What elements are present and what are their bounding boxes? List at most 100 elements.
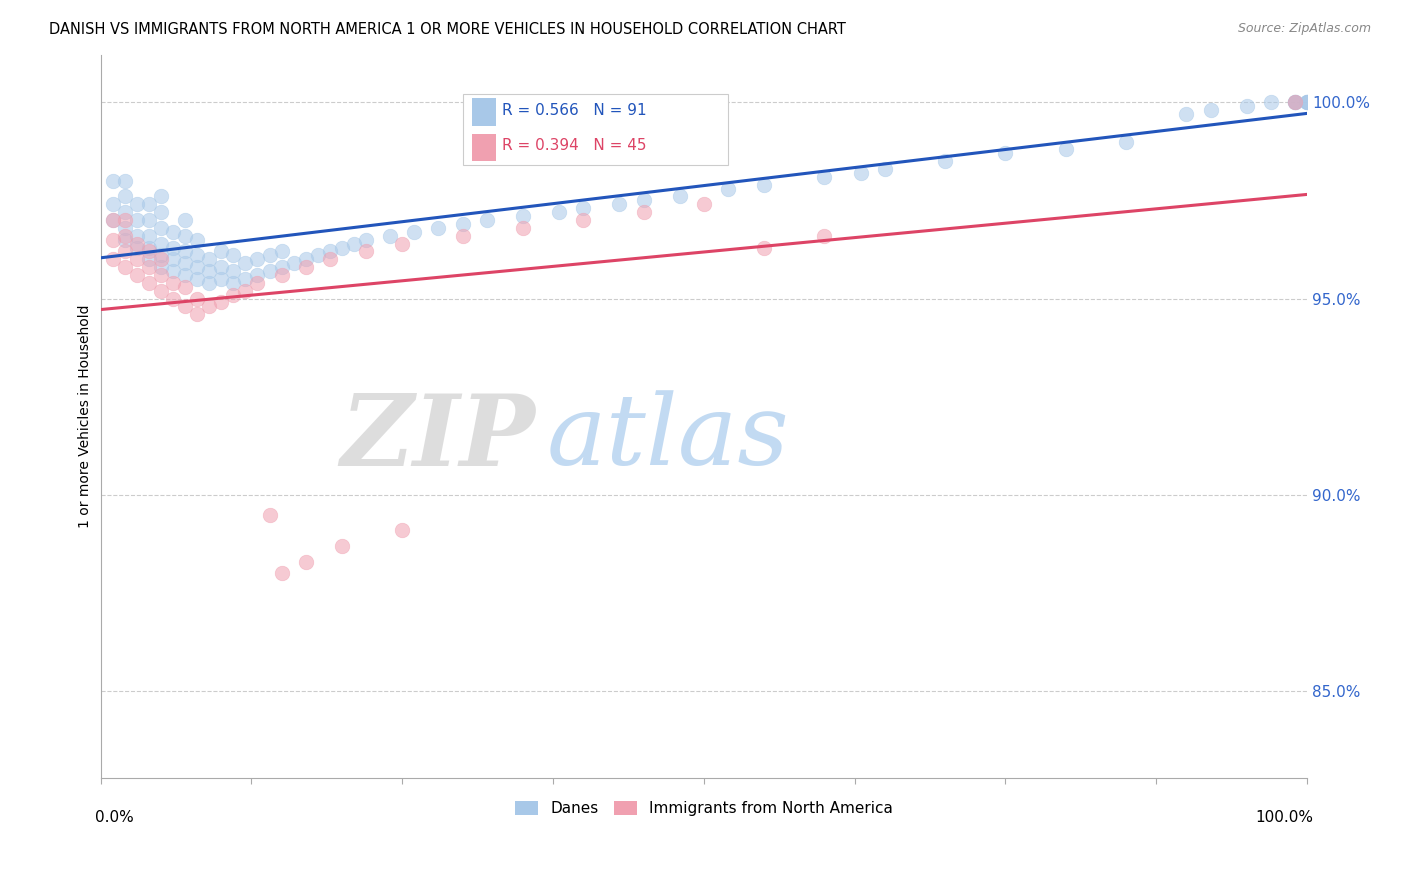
Point [246, 252, 269, 267]
Point [343, 236, 366, 251]
Point [125, 228, 148, 243]
Bar [472, 134, 496, 161]
Point [849, 166, 872, 180]
Point [235, 272, 257, 286]
Point [235, 256, 257, 270]
Point [994, 146, 1017, 161]
Text: atlas: atlas [547, 391, 790, 485]
Text: 100.0%: 100.0% [1256, 810, 1313, 825]
Legend: Danes, Immigrants from North America: Danes, Immigrants from North America [508, 794, 900, 824]
Point [813, 169, 835, 184]
Point [101, 213, 124, 227]
Point [259, 508, 281, 522]
Point [138, 260, 160, 275]
Point [149, 252, 172, 267]
Point [101, 252, 124, 267]
Point [1296, 95, 1319, 110]
Point [512, 209, 534, 223]
Point [609, 197, 631, 211]
Point [633, 205, 655, 219]
Point [427, 220, 450, 235]
Point [259, 264, 281, 278]
Point [1296, 95, 1319, 110]
Point [125, 268, 148, 282]
Point [114, 260, 136, 275]
Point [162, 292, 184, 306]
Point [138, 228, 160, 243]
Point [138, 252, 160, 267]
Point [391, 236, 413, 251]
Text: R = 0.566   N = 91: R = 0.566 N = 91 [502, 103, 647, 118]
Point [330, 240, 353, 254]
Point [270, 268, 292, 282]
Point [222, 248, 245, 262]
Point [186, 272, 208, 286]
Text: 0.0%: 0.0% [94, 810, 134, 825]
Point [283, 256, 305, 270]
Point [222, 287, 245, 301]
Point [114, 189, 136, 203]
Point [138, 240, 160, 254]
Point [378, 228, 401, 243]
Point [198, 300, 221, 314]
Y-axis label: 1 or more Vehicles in Household: 1 or more Vehicles in Household [79, 304, 93, 528]
Point [475, 213, 498, 227]
Point [319, 252, 342, 267]
Point [149, 268, 172, 282]
Point [1260, 95, 1282, 110]
Point [114, 228, 136, 243]
Point [198, 252, 221, 267]
Point [294, 252, 316, 267]
Point [101, 197, 124, 211]
Point [174, 256, 197, 270]
Point [330, 539, 353, 553]
Point [209, 272, 232, 286]
Point [235, 284, 257, 298]
Point [149, 189, 172, 203]
FancyBboxPatch shape [463, 95, 728, 165]
Text: DANISH VS IMMIGRANTS FROM NORTH AMERICA 1 OR MORE VEHICLES IN HOUSEHOLD CORRELAT: DANISH VS IMMIGRANTS FROM NORTH AMERICA … [49, 22, 846, 37]
Point [451, 228, 474, 243]
Point [162, 240, 184, 254]
Point [512, 220, 534, 235]
Point [1296, 95, 1319, 110]
Point [451, 217, 474, 231]
Point [198, 264, 221, 278]
Point [717, 181, 740, 195]
Text: R = 0.394   N = 45: R = 0.394 N = 45 [502, 138, 647, 153]
Point [752, 178, 775, 192]
Point [259, 248, 281, 262]
Point [270, 260, 292, 275]
Point [186, 233, 208, 247]
Point [162, 252, 184, 267]
Text: Source: ZipAtlas.com: Source: ZipAtlas.com [1237, 22, 1371, 36]
Point [1175, 107, 1198, 121]
Point [633, 194, 655, 208]
Point [174, 244, 197, 259]
Point [246, 276, 269, 290]
Point [693, 197, 716, 211]
Bar [472, 98, 496, 126]
Point [149, 205, 172, 219]
Point [354, 233, 377, 247]
Point [125, 236, 148, 251]
Point [138, 276, 160, 290]
Point [174, 268, 197, 282]
Point [813, 228, 835, 243]
Point [354, 244, 377, 259]
Point [162, 276, 184, 290]
Point [209, 295, 232, 310]
Point [186, 248, 208, 262]
Point [114, 213, 136, 227]
Point [1054, 142, 1077, 156]
Point [752, 240, 775, 254]
Point [1236, 99, 1258, 113]
Point [174, 280, 197, 294]
Point [572, 201, 595, 215]
Point [1199, 103, 1222, 117]
Text: ZIP: ZIP [340, 390, 534, 486]
Point [319, 244, 342, 259]
Point [174, 300, 197, 314]
Point [270, 244, 292, 259]
Point [1115, 135, 1137, 149]
